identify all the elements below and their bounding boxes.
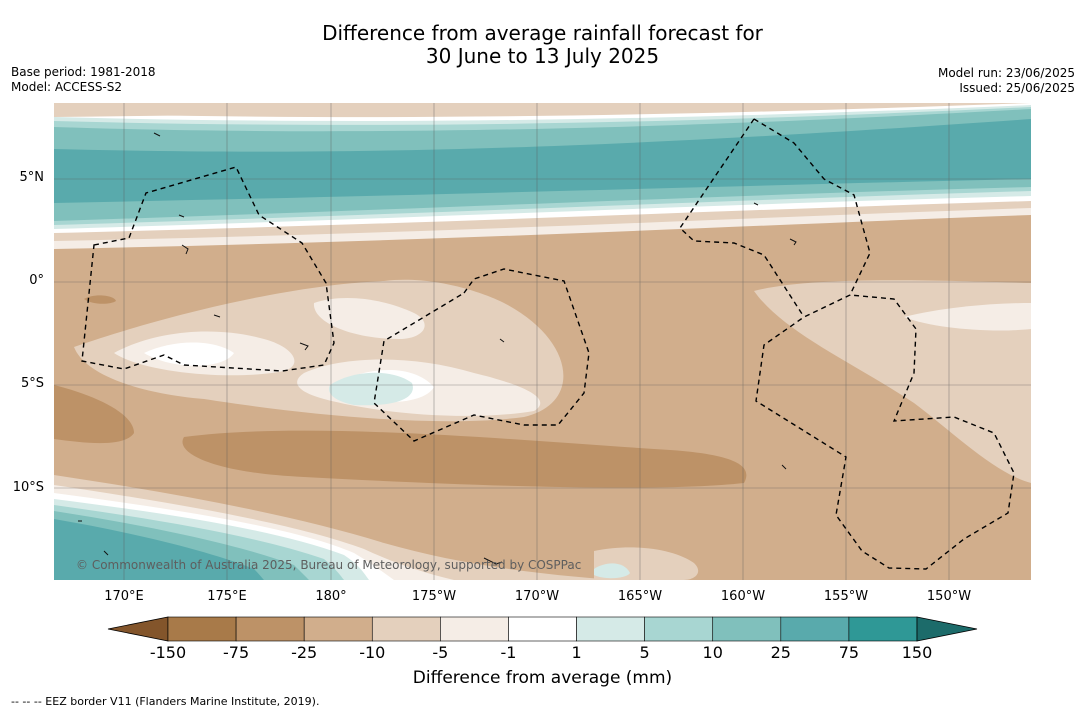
colorbar-cell <box>440 616 509 642</box>
colorbar-tick-label: 150 <box>901 643 933 662</box>
title-line-2: 30 June to 13 July 2025 <box>425 44 660 68</box>
meta-right: Model run: 23/06/2025 Issued: 25/06/2025 <box>938 66 1075 96</box>
colorbar <box>107 616 978 642</box>
lat-label-0: 0° <box>29 273 44 288</box>
model-run: Model run: 23/06/2025 <box>937 66 1075 80</box>
central-pure-white <box>144 342 234 366</box>
base-period: Base period: 1981-2018 <box>11 65 156 79</box>
colorbar-tick-label: -10 <box>359 643 386 662</box>
colorbar-cell <box>576 616 645 642</box>
colorbar-extend-high <box>916 616 978 642</box>
lon-label-175w: 175°W <box>411 589 457 604</box>
eez-nne-top <box>679 118 805 318</box>
colorbar-cell <box>644 616 714 642</box>
colorbar-tick-label: -150 <box>149 643 187 662</box>
north-top-dry <box>54 103 614 117</box>
title-line-1: Difference from average rainfall forecas… <box>322 21 763 45</box>
graticule <box>54 103 1031 580</box>
copyright-watermark: © Commonwealth of Australia 2025, Bureau… <box>76 558 582 572</box>
rainfall-anomaly-map <box>54 103 1031 580</box>
central-white-patch-3 <box>313 298 425 339</box>
north-band-75 <box>54 119 1031 203</box>
colorbar-tick-label: -1 <box>500 643 517 662</box>
lat-label-10s: 10°S <box>12 480 44 495</box>
meta-left: Base period: 1981-2018 Model: ACCESS-S2 <box>11 65 156 95</box>
lon-label-175e: 175°E <box>207 589 247 604</box>
colorbar-tick-label: -75 <box>223 643 250 662</box>
colorbar-tick-label: 10 <box>702 643 723 662</box>
colorbar-extend-low <box>107 616 169 642</box>
eez-legend-footer: -- -- -- EEZ border V11 (Flanders Marine… <box>11 695 320 708</box>
lon-label-180: 180° <box>315 589 347 604</box>
lat-label-5s: 5°S <box>20 376 44 391</box>
colorbar-tick-label: -25 <box>291 643 318 662</box>
model-name: Model: ACCESS-S2 <box>11 80 123 94</box>
lon-label-170w: 170°W <box>514 589 560 604</box>
colorbar-tick-label: 75 <box>838 643 860 662</box>
west-dark-patch <box>54 385 134 444</box>
sw-band-75 <box>54 519 264 580</box>
eez-central <box>373 268 590 442</box>
central-wet-pool <box>329 372 413 406</box>
central-dark-band <box>182 430 747 488</box>
eez-borders <box>81 118 1015 570</box>
east-light-patch <box>754 280 1031 483</box>
colorbar-cell <box>371 616 441 642</box>
lon-label-160w: 160°W <box>720 589 766 604</box>
islands <box>78 132 797 565</box>
eez-north-east <box>753 118 1015 570</box>
colorbar-tick-label: -5 <box>432 643 449 662</box>
issued-date: Issued: 25/06/2025 <box>959 81 1075 95</box>
east-white-patch <box>904 303 1031 331</box>
colorbar-cell <box>780 616 850 642</box>
colorbar-cells <box>167 616 918 642</box>
colorbar-cell <box>712 616 782 642</box>
lat-label-5n: 5°N <box>19 170 45 185</box>
small-dark-spot <box>84 295 116 304</box>
eez-west <box>81 166 335 372</box>
colorbar-cell <box>235 616 305 642</box>
colorbar-tick-label: 25 <box>770 643 791 662</box>
map-title: Difference from average rainfall forecas… <box>0 22 1085 68</box>
lon-label-165w: 165°W <box>617 589 663 604</box>
colorbar-cell <box>848 616 918 642</box>
colorbar-cell <box>303 616 373 642</box>
colorbar-cell <box>167 616 237 642</box>
lon-label-170e: 170°E <box>104 589 144 604</box>
colorbar-tick-label: 5 <box>639 643 650 662</box>
south-wet-patch <box>594 563 630 579</box>
lon-label-155w: 155°W <box>823 589 869 604</box>
colorbar-tick-label: 1 <box>571 643 582 662</box>
colorbar-cell <box>508 616 577 642</box>
colorbar-label: Difference from average (mm) <box>412 668 673 688</box>
lon-label-150w: 150°W <box>926 589 972 604</box>
